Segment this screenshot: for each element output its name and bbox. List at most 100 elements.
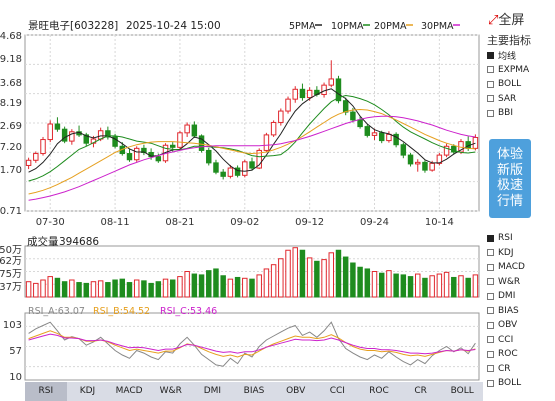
volume-bar <box>465 277 471 298</box>
indicator-label: CR <box>498 363 511 374</box>
volume-bar <box>162 278 169 298</box>
rsi-legend-label: RSI_B:54.52 <box>93 306 150 317</box>
volume-bar <box>393 273 399 298</box>
indicator-toggle-dmi[interactable]: DMI <box>487 289 525 304</box>
volume-bar <box>278 258 284 298</box>
checkbox-icon <box>487 350 494 358</box>
volume-bar <box>133 279 140 298</box>
candle-body <box>155 156 162 162</box>
indicator-toggle-cr[interactable]: CR <box>487 362 525 377</box>
volume-bar <box>270 264 277 298</box>
tab-cci[interactable]: CCI <box>329 386 345 396</box>
volume-bar <box>249 278 255 298</box>
tab-cr[interactable]: CR <box>414 386 427 396</box>
volume-colon: : <box>54 236 58 248</box>
volume-bar <box>443 271 450 298</box>
indicator-toggle-boll[interactable]: BOLL <box>487 77 529 92</box>
candle-body <box>33 153 39 161</box>
indicator-toggle-expma[interactable]: EXPMA <box>487 63 529 78</box>
tab-obv[interactable]: OBV <box>286 386 306 396</box>
candle-body <box>393 133 399 146</box>
candle-body <box>47 123 53 141</box>
candle-body <box>25 159 32 166</box>
indicator-label: OBV <box>498 320 518 331</box>
indicator-toggle-rsi[interactable]: RSI <box>487 231 525 246</box>
candle-body <box>220 171 226 177</box>
axis-labels: 74.68 69.18 63.68 58.19 52.69 47.20 41.70 40.71… <box>0 31 454 382</box>
candle-body <box>97 130 104 140</box>
volume-bar <box>69 279 75 298</box>
fullscreen-button[interactable]: ⤢全屏 <box>488 9 524 28</box>
candle-body <box>198 135 205 151</box>
tab-kdj[interactable]: KDJ <box>79 386 96 396</box>
volume-bar <box>61 281 68 298</box>
candle-body <box>234 167 241 176</box>
volume-bar <box>328 252 335 298</box>
tab-wr[interactable]: W&R <box>159 386 182 396</box>
tab-boll[interactable]: BOLL <box>450 386 474 396</box>
candle-body <box>415 161 421 165</box>
promo-line: 体验 <box>496 147 523 162</box>
volume-bar <box>350 262 356 298</box>
indicator-toggle-obv[interactable]: OBV <box>487 318 525 333</box>
chart-frames <box>24 34 480 381</box>
indicator-label: KDJ <box>498 247 514 258</box>
candle-body <box>335 78 342 102</box>
fullscreen-icon: ⤢ <box>488 13 499 28</box>
candle-body <box>443 145 450 156</box>
volume-bar <box>97 280 104 298</box>
indicator-toggle-macd[interactable]: MACD <box>487 260 525 275</box>
volume-bar <box>169 279 176 298</box>
checkbox-icon <box>487 379 494 387</box>
checkbox-icon <box>487 66 494 74</box>
volume-bar <box>429 275 435 298</box>
indicator-toggle-[interactable]: 均线 <box>487 48 529 63</box>
tab-rsi[interactable]: RSI <box>25 382 67 401</box>
candle-body <box>422 161 428 171</box>
date-xtick-label: 08-11 <box>101 217 130 228</box>
volume-bar <box>177 276 183 298</box>
rsi-ytick-label: 57 <box>9 346 22 357</box>
tab-macd[interactable]: MACD <box>115 386 143 396</box>
indicator-label: RSI <box>498 233 513 244</box>
volume-bar <box>33 282 39 298</box>
rsi-legend-label: RSI_C:53.46 <box>160 306 217 317</box>
sidebar: ⤢全屏 主要指标 均线 EXPMA BOLL SAR BBI 体验 新版 极速 行情 R… <box>484 0 555 401</box>
indicator-toggle-roc[interactable]: ROC <box>487 347 525 362</box>
candle-body <box>112 136 118 147</box>
indicator-toggle-bbi[interactable]: BBI <box>487 106 529 121</box>
indicator-toggle-wr[interactable]: W&R <box>487 275 525 290</box>
tab-roc[interactable]: ROC <box>369 386 389 396</box>
price-ytick-label: 69.18 <box>0 54 22 65</box>
checkbox-icon <box>487 278 494 286</box>
ma20-line <box>28 108 476 195</box>
indicator-toggle-boll[interactable]: BOLL <box>487 376 525 391</box>
volume-bar <box>191 273 198 298</box>
candle-body <box>306 89 313 99</box>
indicators-title: 主要指标 <box>487 34 531 47</box>
tab-bias[interactable]: BIAS <box>243 386 265 396</box>
indicator-toggle-bias[interactable]: BIAS <box>487 304 525 319</box>
volume-bar <box>83 282 89 298</box>
candle-body <box>350 111 356 121</box>
volume-ytick-label: 62万 <box>0 256 22 267</box>
indicator-label: 均线 <box>498 51 517 62</box>
indicator-toggle-kdj[interactable]: KDJ <box>487 246 525 261</box>
tab-dmi[interactable]: DMI <box>203 386 222 396</box>
candle-body <box>386 133 392 142</box>
price-ytick-label: 47.20 <box>0 142 22 153</box>
volume-bar <box>321 259 327 298</box>
indicator-label: BOLL <box>498 378 522 389</box>
ma-legend-label: 10PMA <box>331 21 364 32</box>
candle-body <box>429 162 435 171</box>
checkbox-icon <box>487 51 494 59</box>
candle-body <box>285 98 291 112</box>
indicator-toggle-sar[interactable]: SAR <box>487 92 529 107</box>
price-ytick-label: 63.68 <box>0 78 22 89</box>
indicator-toggle-cci[interactable]: CCI <box>487 333 525 348</box>
ma30-line <box>28 115 476 201</box>
candle-body <box>69 131 75 142</box>
indicator-tabbar: RSI KDJ MACD W&R DMI BIAS OBV CCI ROC CR BOLL <box>25 382 483 401</box>
checkbox-icon <box>487 109 494 117</box>
new-version-promo-button[interactable]: 体验 新版 极速 行情 <box>489 139 531 218</box>
